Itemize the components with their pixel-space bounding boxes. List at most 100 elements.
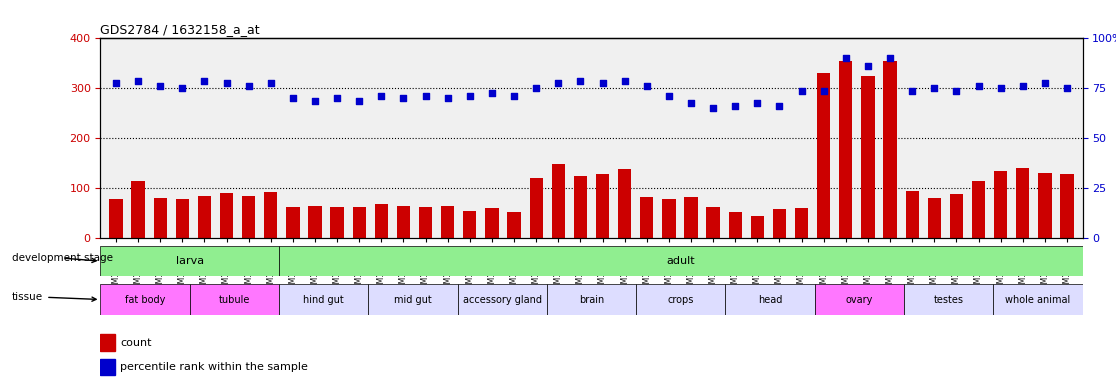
Point — [549, 80, 567, 86]
Bar — [641, 197, 653, 238]
Point — [240, 83, 258, 89]
Bar — [950, 194, 963, 238]
Point — [660, 93, 677, 99]
Point — [218, 80, 235, 86]
Point — [749, 100, 767, 106]
Text: crops: crops — [667, 295, 694, 305]
FancyBboxPatch shape — [636, 284, 725, 315]
Bar — [927, 198, 941, 238]
Bar — [994, 170, 1008, 238]
Point — [638, 83, 656, 89]
Point — [837, 55, 855, 61]
Point — [483, 90, 501, 96]
Bar — [397, 206, 410, 238]
Bar — [972, 180, 985, 238]
Bar — [751, 216, 764, 238]
Text: percentile rank within the sample: percentile rank within the sample — [121, 362, 308, 372]
Text: adult: adult — [666, 256, 695, 266]
Bar — [175, 199, 189, 238]
Text: hind gut: hind gut — [304, 295, 344, 305]
Point — [195, 78, 213, 84]
Bar — [1060, 174, 1074, 238]
Bar — [353, 207, 366, 238]
FancyBboxPatch shape — [279, 284, 368, 315]
Point — [173, 85, 191, 91]
Bar — [884, 61, 897, 238]
Bar — [286, 207, 299, 238]
Text: GDS2784 / 1632158_a_at: GDS2784 / 1632158_a_at — [100, 23, 260, 36]
Bar — [109, 199, 123, 238]
Text: testes: testes — [934, 295, 963, 305]
Point — [947, 88, 965, 94]
Text: tubule: tubule — [219, 295, 250, 305]
FancyBboxPatch shape — [547, 284, 636, 315]
Bar — [574, 176, 587, 238]
Point — [682, 100, 700, 106]
Text: tissue: tissue — [12, 291, 96, 301]
FancyBboxPatch shape — [279, 246, 1083, 276]
Bar — [132, 180, 145, 238]
FancyBboxPatch shape — [368, 284, 458, 315]
Text: brain: brain — [579, 295, 604, 305]
FancyBboxPatch shape — [993, 284, 1083, 315]
Bar — [1017, 168, 1029, 238]
Text: fat body: fat body — [125, 295, 165, 305]
Point — [882, 55, 899, 61]
Point — [770, 103, 788, 109]
Bar — [729, 212, 742, 238]
Point — [350, 98, 368, 104]
Point — [129, 78, 147, 84]
Point — [1058, 85, 1076, 91]
Point — [903, 88, 921, 94]
Bar — [706, 207, 720, 238]
Bar — [330, 207, 344, 238]
Point — [283, 95, 301, 101]
FancyBboxPatch shape — [815, 284, 904, 315]
Point — [616, 78, 634, 84]
Point — [727, 103, 744, 109]
Text: whole animal: whole animal — [1006, 295, 1070, 305]
FancyBboxPatch shape — [190, 284, 279, 315]
Point — [373, 93, 391, 99]
Text: development stage: development stage — [12, 253, 113, 263]
Point — [107, 80, 125, 86]
Point — [461, 93, 479, 99]
Bar — [862, 76, 875, 238]
Bar — [773, 209, 786, 238]
Bar — [100, 359, 115, 375]
Bar — [905, 190, 918, 238]
Point — [506, 93, 523, 99]
Point — [571, 78, 589, 84]
Bar — [795, 208, 808, 238]
Bar — [596, 174, 609, 238]
FancyBboxPatch shape — [100, 284, 190, 315]
Point — [439, 95, 456, 101]
Point — [859, 63, 877, 69]
Bar — [375, 204, 388, 238]
Point — [970, 83, 988, 89]
Bar — [264, 192, 278, 238]
Point — [527, 85, 545, 91]
Bar — [198, 195, 211, 238]
Point — [152, 83, 170, 89]
Bar — [463, 210, 477, 238]
Bar — [684, 197, 698, 238]
Point — [704, 105, 722, 111]
Text: accessory gland: accessory gland — [463, 295, 541, 305]
Text: mid gut: mid gut — [394, 295, 432, 305]
Point — [328, 95, 346, 101]
Bar — [839, 61, 853, 238]
Bar — [618, 169, 632, 238]
Point — [594, 80, 612, 86]
FancyBboxPatch shape — [904, 284, 993, 315]
FancyBboxPatch shape — [458, 284, 547, 315]
Point — [262, 80, 280, 86]
Point — [925, 85, 943, 91]
Point — [815, 88, 833, 94]
Bar — [308, 206, 321, 238]
Point — [306, 98, 324, 104]
Bar — [154, 198, 166, 238]
Bar — [530, 178, 542, 238]
Point — [395, 95, 413, 101]
Text: larva: larva — [175, 256, 204, 266]
